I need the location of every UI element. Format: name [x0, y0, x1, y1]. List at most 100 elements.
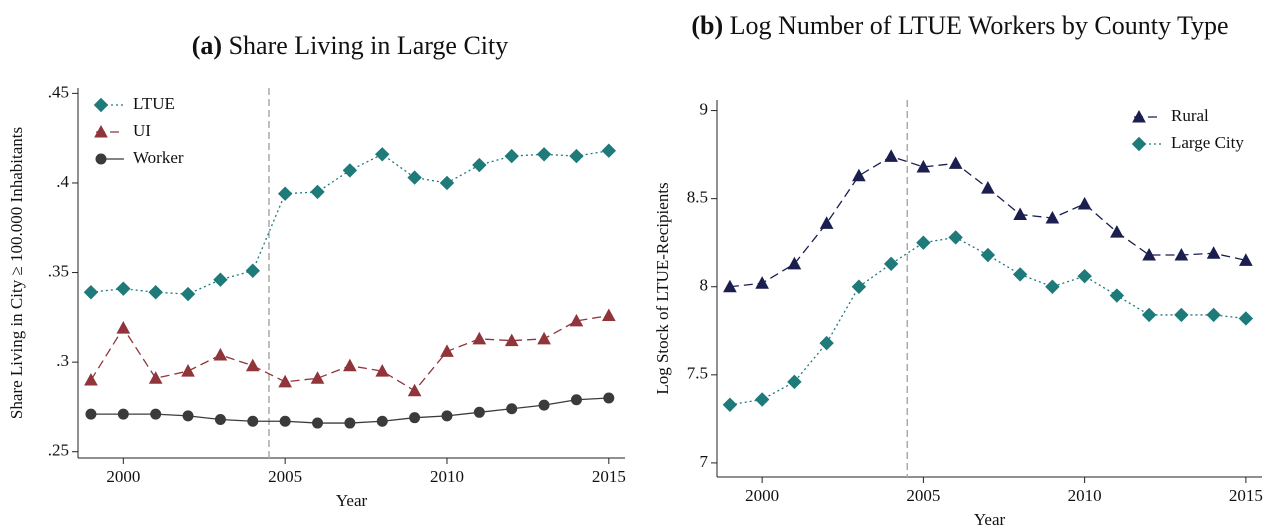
x-tick-label: 2010 [1068, 486, 1102, 505]
point [819, 335, 834, 351]
point [279, 415, 291, 427]
point [1206, 246, 1221, 259]
legend-marker [1132, 109, 1146, 123]
series-line [729, 236, 1246, 406]
point [181, 364, 195, 377]
point [570, 394, 582, 406]
x-tick-label: 2005 [268, 467, 302, 486]
point [538, 399, 550, 411]
panel-label: (b) [691, 11, 724, 40]
point [376, 415, 388, 427]
y-tick-label: .4 [56, 172, 69, 191]
point [180, 286, 196, 302]
point [84, 373, 98, 386]
title-text: Log Number of LTUE Workers by County Typ… [729, 11, 1229, 40]
y-tick-label: 9 [700, 99, 709, 118]
point [948, 156, 963, 169]
point [916, 159, 931, 173]
point [852, 168, 866, 182]
point [116, 281, 131, 296]
point [723, 279, 737, 293]
point [948, 230, 963, 245]
y-tick-label: .45 [48, 82, 69, 101]
point [277, 186, 293, 201]
point [1110, 225, 1124, 238]
point [375, 147, 390, 162]
point [407, 170, 422, 185]
point [722, 397, 738, 412]
y-tick-label: 7 [700, 452, 709, 471]
legend-label: Large City [1171, 133, 1244, 152]
point [787, 374, 802, 390]
point [375, 364, 390, 377]
point [310, 371, 325, 384]
point [601, 308, 616, 322]
point [755, 276, 769, 289]
point [504, 333, 519, 347]
point [247, 415, 259, 427]
series-line [90, 314, 609, 392]
point [601, 143, 617, 158]
point [182, 410, 194, 422]
point [409, 412, 421, 424]
point [506, 403, 518, 415]
point [439, 175, 455, 191]
point [148, 371, 163, 384]
y-tick-label: .25 [48, 441, 69, 460]
x-tick-label: 2005 [906, 486, 940, 505]
point [1045, 279, 1060, 294]
x-tick-label: 2015 [592, 467, 626, 486]
x-axis-label: Year [974, 510, 1006, 529]
point [1077, 196, 1092, 210]
point [536, 147, 552, 162]
point [1174, 307, 1189, 323]
point [754, 392, 770, 407]
point [1239, 253, 1253, 266]
point [787, 256, 802, 270]
point [150, 408, 162, 420]
point [213, 272, 228, 287]
y-tick-label: .35 [48, 261, 69, 280]
point [1077, 268, 1092, 284]
point [343, 358, 357, 372]
point [1045, 210, 1060, 224]
y-tick-label: .3 [56, 351, 69, 370]
point [1238, 311, 1254, 326]
legend-label: UI [133, 121, 151, 140]
title-text: Share Living in Large City [228, 31, 509, 60]
point [148, 285, 163, 300]
point [472, 331, 487, 345]
point [1013, 207, 1027, 221]
point [981, 181, 995, 194]
point [473, 406, 485, 418]
point [1142, 247, 1156, 261]
point [85, 408, 97, 420]
legend-marker [1131, 136, 1147, 152]
point [342, 163, 358, 178]
x-tick-label: 2000 [745, 486, 779, 505]
point [1109, 288, 1125, 303]
x-tick-label: 2015 [1229, 486, 1263, 505]
point [851, 279, 867, 294]
y-tick-label: 8 [700, 276, 709, 295]
point [441, 410, 453, 422]
point [819, 216, 834, 229]
x-tick-label: 2010 [430, 467, 464, 486]
x-axis-label: Year [336, 491, 368, 510]
legend-label: Rural [1171, 106, 1209, 125]
point [214, 413, 226, 425]
series-line [729, 155, 1247, 288]
point [980, 247, 996, 263]
point [603, 392, 615, 404]
legend-label: LTUE [133, 94, 175, 113]
legend-marker [95, 153, 107, 165]
panel-label: (a) [191, 31, 223, 60]
x-tick-label: 2000 [106, 467, 140, 486]
point [1012, 267, 1028, 282]
point [344, 417, 356, 429]
legend-marker [93, 97, 109, 113]
point [472, 157, 487, 173]
point [312, 417, 324, 429]
point [1206, 307, 1221, 323]
point [569, 313, 584, 327]
